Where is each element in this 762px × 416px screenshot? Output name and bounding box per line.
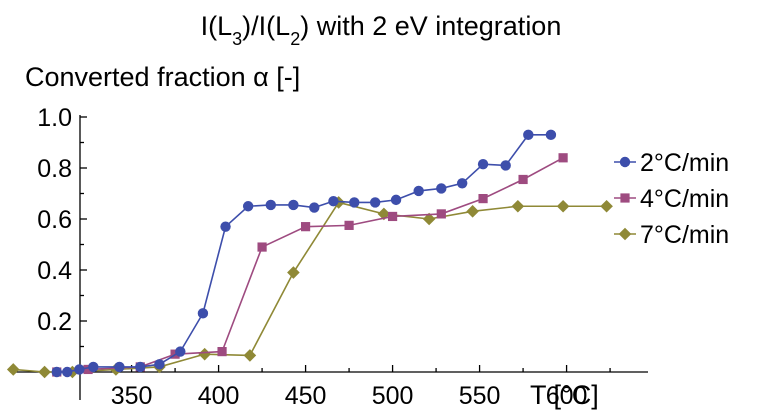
title-part-1: I(L <box>201 11 233 41</box>
x-tick-label: 550 <box>459 382 501 410</box>
x-tick-label: 500 <box>372 382 414 410</box>
title-sub-2: 2 <box>290 29 300 49</box>
y-tick-label: 0.6 <box>37 206 72 234</box>
data-point <box>500 160 511 171</box>
data-point <box>265 199 276 211</box>
data-point <box>466 205 479 218</box>
ticks: 0.2 0.4 0.6 0.8 1.0 350 400 450 500 550 600 <box>37 104 611 410</box>
legend-label: 7°C/min <box>640 221 729 249</box>
series-line <box>56 134 551 373</box>
data-point <box>114 361 125 373</box>
y-tick-label: 1.0 <box>37 104 72 132</box>
data-point <box>558 153 568 163</box>
data-point <box>436 183 447 194</box>
data-point <box>83 364 93 375</box>
data-point <box>309 202 320 213</box>
data-point <box>257 242 267 252</box>
title-part-2: )/I(L <box>242 11 290 41</box>
data-point <box>436 209 446 219</box>
data-point <box>198 347 211 361</box>
data-point <box>349 197 360 208</box>
data-point <box>390 194 402 206</box>
chart-title: I(L3)/I(L2) with 2 eV integration <box>201 11 562 49</box>
data-point <box>456 178 468 189</box>
data-point <box>288 199 299 211</box>
data-point <box>387 211 398 222</box>
series-layer <box>6 129 613 379</box>
data-point <box>377 207 391 221</box>
data-point <box>422 212 436 226</box>
y-tick-label: 0.8 <box>37 155 72 183</box>
legend-item: 7°C/min <box>614 221 729 249</box>
data-point <box>175 346 186 357</box>
x-axis-label: T [°C] <box>530 380 599 410</box>
data-point <box>556 199 570 213</box>
data-point <box>88 361 99 373</box>
data-point <box>369 197 381 208</box>
data-point <box>523 129 534 141</box>
y-tick-label: 0.2 <box>37 308 72 336</box>
x-tick-label: 400 <box>198 382 240 410</box>
x-tick-label: 600 <box>546 382 588 410</box>
x-tick-label: 450 <box>285 382 327 410</box>
data-point <box>328 195 339 207</box>
data-point <box>287 266 300 279</box>
data-point <box>243 349 257 362</box>
data-point <box>217 347 227 357</box>
series-4°C/min <box>52 153 568 377</box>
data-point <box>344 220 354 230</box>
title-sub-1: 3 <box>232 29 242 49</box>
data-point <box>413 185 424 197</box>
data-point <box>197 308 209 319</box>
data-point <box>154 359 165 370</box>
data-point <box>518 174 528 185</box>
data-point <box>135 361 146 373</box>
legend-item: 2°C/min <box>614 149 729 177</box>
legend: 2°C/min 4°C/min 7°C/min <box>614 149 729 249</box>
data-point <box>545 129 557 141</box>
data-point <box>220 221 231 232</box>
legend-marker <box>620 193 630 203</box>
data-point <box>478 194 488 204</box>
y-tick-label: 0.4 <box>37 257 72 285</box>
title-part-3: ) with 2 eV integration <box>300 11 561 41</box>
legend-label: 4°C/min <box>640 185 729 213</box>
data-point <box>242 201 254 212</box>
series-line <box>56 157 564 373</box>
data-point <box>477 158 489 170</box>
legend-item: 4°C/min <box>614 185 729 213</box>
y-axis-label: Converted fraction α [-] <box>25 62 300 92</box>
data-point <box>300 222 311 232</box>
data-point <box>511 199 525 213</box>
data-point <box>61 366 73 378</box>
data-point <box>6 363 20 376</box>
legend-marker <box>619 156 631 168</box>
x-tick-label: 350 <box>111 382 153 410</box>
legend-label: 2°C/min <box>640 149 729 177</box>
data-point <box>51 366 62 378</box>
data-point <box>38 365 51 379</box>
legend-marker <box>618 227 632 241</box>
series-2°C/min <box>51 129 557 378</box>
data-point <box>74 364 85 375</box>
data-point <box>332 196 345 209</box>
data-point <box>600 199 613 213</box>
